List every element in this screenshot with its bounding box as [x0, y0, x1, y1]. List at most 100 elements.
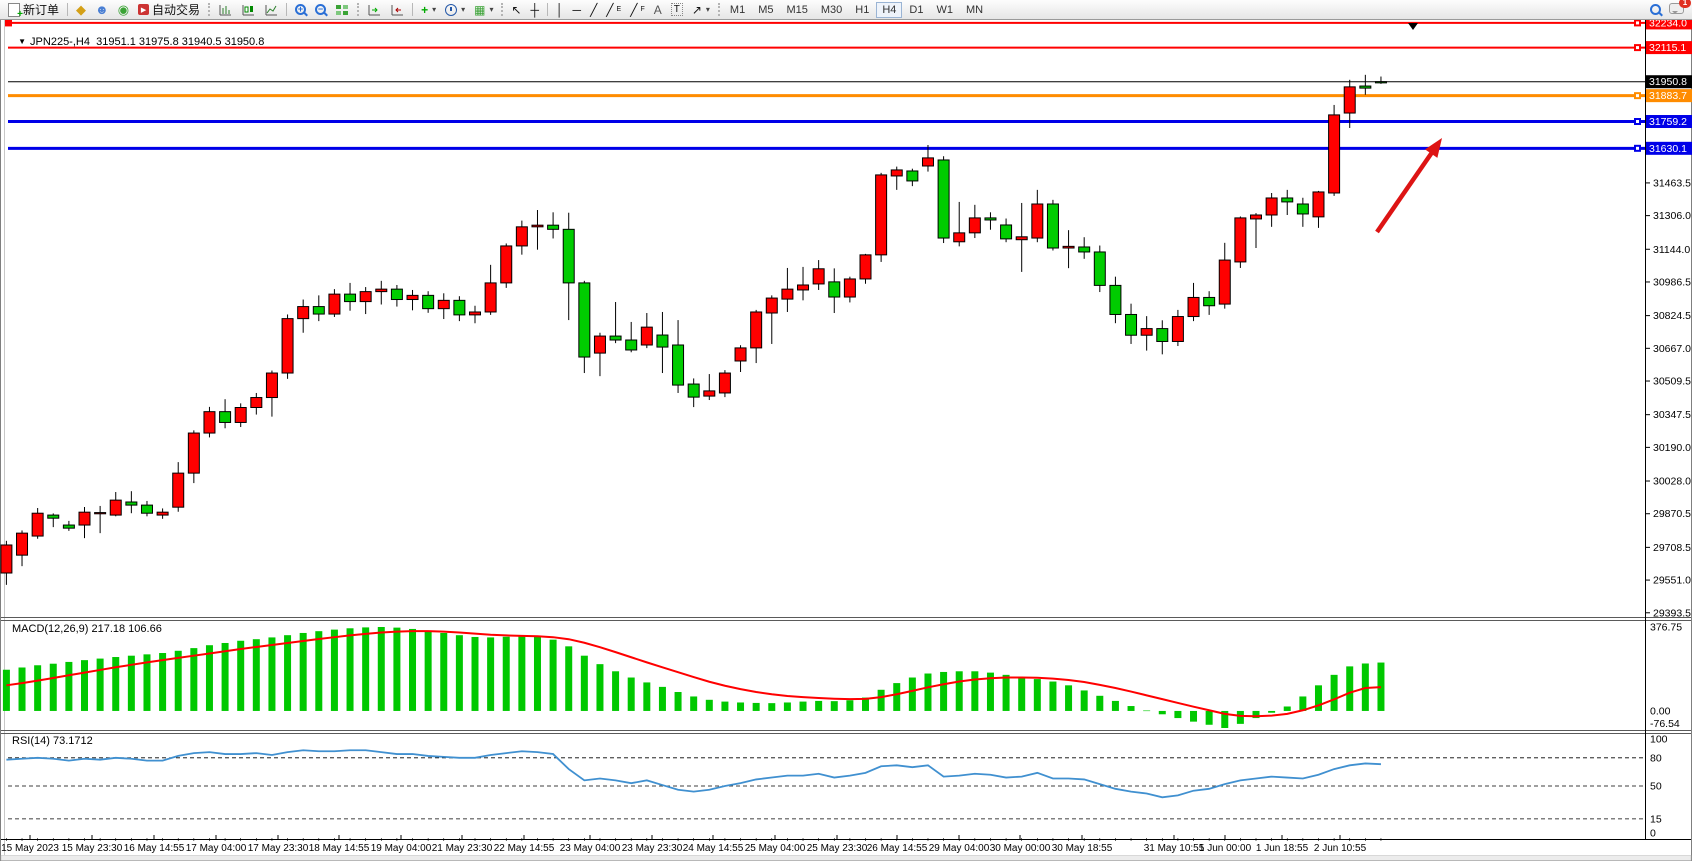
- toolbar-grip: [357, 3, 360, 16]
- price-tick-label: 29551.0: [1653, 575, 1691, 587]
- time-axis[interactable]: 15 May 2023 15 May 23:30 16 May 14:55 17 Ma…: [1, 835, 1382, 854]
- candle: [484, 282, 497, 313]
- gold-bar-icon[interactable]: ◆: [76, 2, 87, 17]
- candle: [1062, 245, 1075, 249]
- candle: [1093, 251, 1106, 286]
- macd-bar: [580, 655, 588, 711]
- time-tick-label: 17 May 23:30: [248, 843, 309, 854]
- indicators-icon: +: [421, 2, 429, 17]
- price-line-label: 32115.1: [1649, 42, 1686, 54]
- candle: [94, 512, 107, 515]
- chat-badge: 1: [1679, 0, 1691, 8]
- templates-icon: ▦: [474, 2, 486, 17]
- macd-bar: [1299, 696, 1307, 711]
- time-tick-label: 23 May 04:00: [560, 843, 621, 854]
- timeframe-D1[interactable]: D1: [903, 2, 929, 18]
- time-tick-label: 30 May 18:55: [1052, 843, 1113, 854]
- search-icon[interactable]: [1650, 4, 1661, 15]
- price-tick-label: 31306.0: [1653, 210, 1691, 222]
- price-tick-label: 29870.5: [1653, 508, 1691, 520]
- crosshair-icon[interactable]: ┼: [530, 2, 540, 17]
- templates-button[interactable]: ▦ ▾: [470, 0, 497, 19]
- auto-scroll-icon[interactable]: [363, 0, 385, 19]
- candle: [469, 311, 481, 316]
- new-order-button[interactable]: 新订单: [4, 1, 63, 20]
- candle: [890, 169, 903, 177]
- candle: [359, 291, 372, 303]
- macd-bar: [846, 700, 854, 711]
- time-tick-label: 15 May 23:30: [62, 843, 123, 854]
- chat-button[interactable]: 1: [1669, 0, 1691, 17]
- candle: [1312, 191, 1325, 218]
- vertical-line-icon[interactable]: │: [556, 2, 564, 17]
- chart-shift-icon[interactable]: [386, 0, 408, 19]
- community-icon[interactable]: ☻: [95, 2, 109, 17]
- toolbar: 新订单 ◆ ☻ ◉ ▶ 自动交易 + − +▾ ▾ ▦▾ ↖ ┼ │ ─ ╱ ╱…: [0, 0, 1692, 20]
- candlestick-chart-icon[interactable]: [237, 0, 259, 19]
- macd-bar: [1080, 690, 1088, 711]
- timeframe-W1[interactable]: W1: [930, 2, 959, 18]
- macd-bar: [424, 630, 432, 711]
- candle: [281, 318, 294, 374]
- macd-bar: [658, 686, 666, 711]
- macd-bar: [940, 671, 948, 711]
- timeframe-M1[interactable]: M1: [724, 2, 751, 18]
- rsi-panel: 100 80 50 15 0: [6, 734, 1668, 840]
- horizontal-line-objects: [8, 21, 1645, 150]
- timeframe-H4[interactable]: H4: [876, 1, 903, 18]
- candle: [687, 383, 700, 398]
- zoom-in-icon[interactable]: +: [291, 0, 310, 19]
- timeframe-MN[interactable]: MN: [960, 2, 989, 18]
- symbol-dropdown-icon[interactable]: ▼: [18, 37, 27, 46]
- candle: [1171, 316, 1184, 342]
- autotrading-button[interactable]: ▶ 自动交易: [134, 1, 204, 18]
- line-handle[interactable]: [5, 19, 12, 27]
- candle: [765, 297, 778, 314]
- status-bar: [0, 855, 1692, 861]
- time-tick-label: 24 May 14:55: [683, 843, 744, 854]
- text-icon[interactable]: A: [653, 2, 662, 17]
- fibonacci-icon[interactable]: ╱ F: [630, 2, 645, 17]
- price-tick-label: 30667.0: [1653, 343, 1691, 355]
- timeframe-M15[interactable]: M15: [780, 2, 813, 18]
- tile-windows-icon[interactable]: [331, 0, 353, 19]
- arrows-button[interactable]: ↗ ▾: [688, 0, 714, 19]
- candle: [734, 347, 747, 362]
- indicators-button[interactable]: + ▾: [417, 0, 440, 19]
- timeframe-M5[interactable]: M5: [752, 2, 779, 18]
- trendline-icon[interactable]: ╱: [590, 2, 598, 17]
- price-axis[interactable]: 31463.5 31306.0 31144.0 30986.5 30824.5 30667…: [1645, 177, 1691, 619]
- timeframe-M30[interactable]: M30: [815, 2, 848, 18]
- text-label-icon[interactable]: T: [667, 0, 687, 19]
- macd-bar: [81, 660, 88, 711]
- equidistant-channel-icon[interactable]: ╱ E: [606, 2, 622, 17]
- candle: [0, 544, 13, 574]
- zoom-out-icon[interactable]: −: [311, 0, 330, 19]
- candle: [422, 294, 435, 310]
- chevron-down-icon: ▾: [489, 5, 494, 14]
- candle: [1203, 296, 1216, 307]
- timeframe-H1[interactable]: H1: [849, 2, 875, 18]
- price-line-label: 31950.8: [1649, 76, 1687, 88]
- arrow-annotation[interactable]: [1375, 148, 1436, 234]
- bar-chart-icon[interactable]: [214, 0, 236, 19]
- cursor-icon[interactable]: ↖: [511, 2, 522, 17]
- rsi-axis-label: 15: [1650, 813, 1662, 825]
- macd-bar: [1033, 679, 1041, 711]
- time-tick-label: 19 May 04:00: [371, 843, 432, 854]
- price-tick-label: 30986.5: [1653, 276, 1691, 288]
- chart-shift-marker[interactable]: [1408, 23, 1418, 30]
- macd-bar: [18, 667, 26, 711]
- candle: [531, 224, 544, 228]
- candle: [16, 532, 29, 556]
- macd-bar: [1377, 662, 1385, 711]
- periods-button[interactable]: ▾: [441, 0, 469, 19]
- candle: [312, 306, 325, 315]
- candle: [672, 344, 685, 386]
- signals-icon[interactable]: ◉: [117, 2, 130, 17]
- macd-signal-line: [6, 630, 1382, 718]
- horizontal-line-icon[interactable]: ─: [572, 2, 582, 17]
- line-chart-icon[interactable]: [260, 0, 282, 19]
